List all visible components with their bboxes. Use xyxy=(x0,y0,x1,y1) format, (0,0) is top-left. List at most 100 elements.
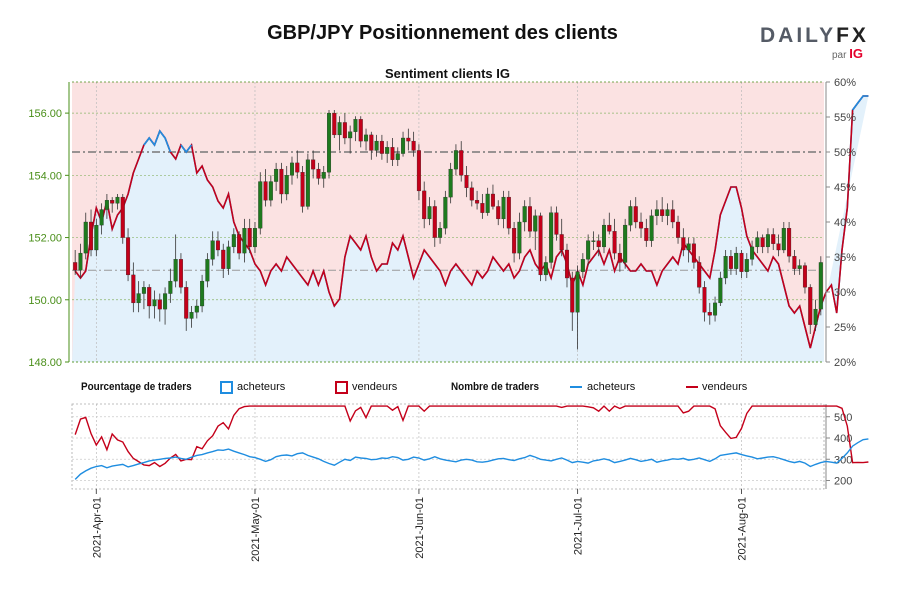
buyers-dominant-segment xyxy=(851,95,869,111)
price-tick-label: 150.00 xyxy=(28,295,62,307)
pct-tick-label: 45% xyxy=(834,182,856,194)
pct-tick-label: 30% xyxy=(834,287,856,299)
candle-body xyxy=(559,234,564,251)
candle-body xyxy=(237,234,242,254)
candle-body xyxy=(802,265,807,288)
candle-body xyxy=(707,312,712,316)
logo-word-fx: FX xyxy=(836,24,869,47)
candle-body xyxy=(713,302,718,316)
candle-body xyxy=(173,259,178,282)
candle-body xyxy=(480,203,485,213)
date-tick-label: 2021-Aug-01 xyxy=(737,497,749,561)
candle-body xyxy=(686,243,691,251)
legend-count-buyers: acheteurs xyxy=(587,381,636,393)
candle-body xyxy=(797,265,802,269)
candle-body xyxy=(485,193,490,213)
candle-body xyxy=(438,228,443,238)
price-tick-label: 148.00 xyxy=(28,357,62,369)
price-tick-label: 152.00 xyxy=(28,233,62,245)
candle-body xyxy=(268,181,273,201)
candle-body xyxy=(178,259,183,288)
candle-body xyxy=(649,215,654,241)
candle-body xyxy=(289,162,294,176)
candle-body xyxy=(750,246,755,260)
legend-pct-buyers: acheteurs xyxy=(237,381,286,393)
candle-body xyxy=(490,193,495,207)
candle-body xyxy=(676,221,681,238)
candle-body xyxy=(327,112,332,173)
candle-body xyxy=(416,150,421,192)
logo-word-daily: DAILY xyxy=(760,24,837,47)
count-panel-frame xyxy=(71,403,825,490)
candle-body xyxy=(99,209,104,226)
candle-body xyxy=(464,175,469,188)
candle-body xyxy=(364,134,369,142)
candle-body xyxy=(575,271,580,313)
legend-count-buyers-swatch xyxy=(570,386,582,388)
candle-body xyxy=(342,122,347,139)
candle-body xyxy=(163,293,168,310)
chart-title: GBP/JPY Positionnement des clients xyxy=(267,22,618,44)
candle-body xyxy=(242,228,247,254)
candle-body xyxy=(332,112,337,136)
candle-body xyxy=(554,212,559,235)
candle-body xyxy=(739,252,744,272)
pct-tick-label: 35% xyxy=(834,252,856,264)
candle-body xyxy=(136,293,141,304)
candle-body xyxy=(157,299,162,310)
candle-body xyxy=(395,153,400,160)
candle-body xyxy=(390,147,395,160)
candle-body xyxy=(792,256,797,269)
candle-body xyxy=(226,246,231,269)
candle-body xyxy=(644,228,649,241)
price-tick-label: 154.00 xyxy=(28,170,62,182)
candle-body xyxy=(512,228,517,254)
candle-body xyxy=(591,240,596,242)
pct-tick-label: 20% xyxy=(834,357,856,369)
candle-body xyxy=(543,262,548,276)
candle-body xyxy=(379,140,384,154)
candle-body xyxy=(427,206,432,220)
buyers-dominant-segment xyxy=(143,129,172,153)
candle-body xyxy=(131,274,136,304)
candle-body xyxy=(501,196,506,220)
pct-tick-label: 25% xyxy=(834,322,856,334)
legend-count-sellers: vendeurs xyxy=(702,381,748,393)
pct-tick-label: 50% xyxy=(834,147,856,159)
count-tick-label: 200 xyxy=(834,476,852,488)
pct-tick-label: 60% xyxy=(834,77,856,89)
candle-body xyxy=(104,200,109,210)
candle-body xyxy=(73,262,78,271)
candle-body xyxy=(258,181,263,229)
candle-body xyxy=(787,228,792,257)
legend-count-title: Nombre de traders xyxy=(451,381,540,393)
candle-body xyxy=(453,150,458,170)
candle-body xyxy=(633,206,638,223)
dailyfx-logo: DAILYFX par IG xyxy=(760,24,870,64)
legend-pct-sellers-swatch xyxy=(335,381,348,394)
candle-body xyxy=(586,240,591,260)
candle-body xyxy=(252,228,257,248)
candle-body xyxy=(337,122,342,136)
candle-body xyxy=(538,215,543,276)
candle-body xyxy=(506,196,511,229)
candle-body xyxy=(205,259,210,282)
candle-body xyxy=(469,187,474,201)
legend-pct-sellers: vendeurs xyxy=(352,381,398,393)
buyers-count-line xyxy=(74,438,869,480)
candle-body xyxy=(760,237,765,248)
candle-body xyxy=(522,206,527,223)
candle-body xyxy=(274,168,279,182)
candle-body xyxy=(369,134,374,151)
candle-body xyxy=(702,287,707,313)
candle-body xyxy=(189,312,194,319)
candle-body xyxy=(300,172,305,207)
pct-tick-label: 40% xyxy=(834,217,856,229)
candle-body xyxy=(448,168,453,198)
candle-body xyxy=(681,237,686,251)
candle-body xyxy=(670,209,675,223)
candle-body xyxy=(147,287,152,307)
candle-body xyxy=(564,249,569,279)
